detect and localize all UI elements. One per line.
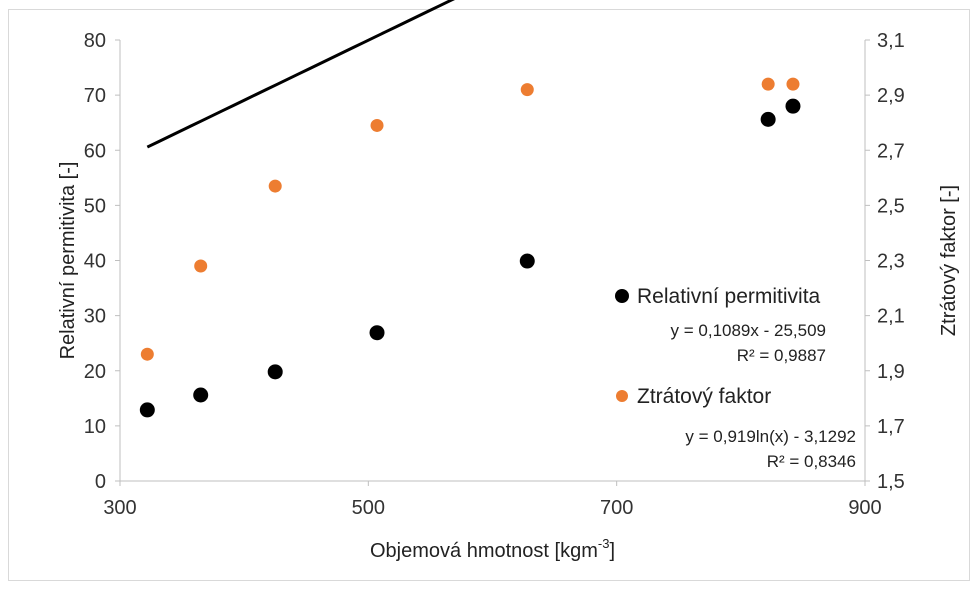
y2-tick-label: 1,5 (877, 471, 905, 493)
x-tick-labels: 300 500 700 900 (103, 481, 882, 519)
y-axis-title: Relativní permitivita [-] (57, 162, 79, 360)
chart-frame (8, 9, 970, 581)
data-point-ztratovy-faktor (140, 347, 154, 361)
data-point-relativni-permitivita (139, 402, 155, 418)
data-point-relativni-permitivita (760, 111, 776, 127)
y2-tick-labels: 1,5 1,7 1,9 2,1 2,3 2,5 2,7 2,9 3,1 (865, 30, 905, 493)
x-tick-label: 300 (103, 497, 136, 519)
trendline-r2-permitivita: R² = 0,9887 (737, 346, 826, 365)
data-point-ztratovy-faktor (761, 77, 775, 91)
data-point-relativni-permitivita (267, 364, 283, 380)
y2-tick-label: 1,7 (877, 416, 905, 438)
data-point-ztratovy-faktor (370, 118, 384, 132)
x-tick-label: 900 (848, 497, 881, 519)
y-tick-label: 80 (84, 30, 106, 52)
data-point-relativni-permitivita (193, 387, 209, 403)
data-point-relativni-permitivita (369, 325, 385, 341)
data-point-ztratovy-faktor (786, 77, 800, 91)
y2-tick-label: 2,1 (877, 306, 905, 328)
x-axis-title-superscript: -3 (598, 536, 610, 551)
legend-label-relativni-permitivita: Relativní permitivita (637, 285, 821, 308)
x-axis-title: Objemová hmotnost [kgm-3] (370, 536, 615, 562)
y2-tick-label: 3,1 (877, 30, 905, 52)
y-tick-label: 30 (84, 306, 106, 328)
y2-tick-label: 2,9 (877, 85, 905, 107)
y-tick-labels: 0 10 20 30 40 50 60 70 80 (84, 30, 120, 493)
legend-marker-relativni-permitivita (615, 289, 629, 303)
trendline-equation-ztratovy-faktor: y = 0,919ln(x) - 3,1292 (685, 427, 856, 446)
x-axis-title-end: ] (609, 540, 615, 562)
legend: Relativní permitivita y = 0,1089x - 25,5… (615, 285, 856, 471)
data-point-relativni-permitivita (785, 98, 801, 114)
y2-tick-label: 1,9 (877, 361, 905, 383)
trendline-equation-permitivita: y = 0,1089x - 25,509 (671, 321, 826, 340)
x-tick-label: 500 (352, 497, 385, 519)
y-tick-label: 40 (84, 251, 106, 273)
y-tick-label: 10 (84, 416, 106, 438)
y2-axis-title: Ztrátový faktor [-] (938, 185, 960, 336)
y2-tick-label: 2,3 (877, 251, 905, 273)
y-tick-label: 50 (84, 195, 106, 217)
y-tick-label: 0 (95, 471, 106, 493)
y-tick-label: 60 (84, 140, 106, 162)
data-point-ztratovy-faktor (520, 83, 534, 97)
data-point-ztratovy-faktor (194, 259, 208, 273)
x-axis-title-text: Objemová hmotnost [kgm (370, 540, 598, 562)
data-points (139, 77, 801, 418)
y-tick-label: 70 (84, 85, 106, 107)
data-point-ztratovy-faktor (268, 179, 282, 193)
legend-label-ztratovy-faktor: Ztrátový faktor (637, 385, 771, 408)
trendline-relativni-permitivita (146, 0, 455, 149)
y2-tick-label: 2,7 (877, 140, 905, 162)
x-tick-label: 700 (600, 497, 633, 519)
y-tick-label: 20 (84, 361, 106, 383)
trendline-r2-ztratovy-faktor: R² = 0,8346 (767, 452, 856, 471)
trendlines (146, 0, 455, 149)
data-point-relativni-permitivita (519, 253, 535, 269)
legend-marker-ztratovy-faktor (616, 390, 628, 402)
y2-tick-label: 2,5 (877, 195, 905, 217)
